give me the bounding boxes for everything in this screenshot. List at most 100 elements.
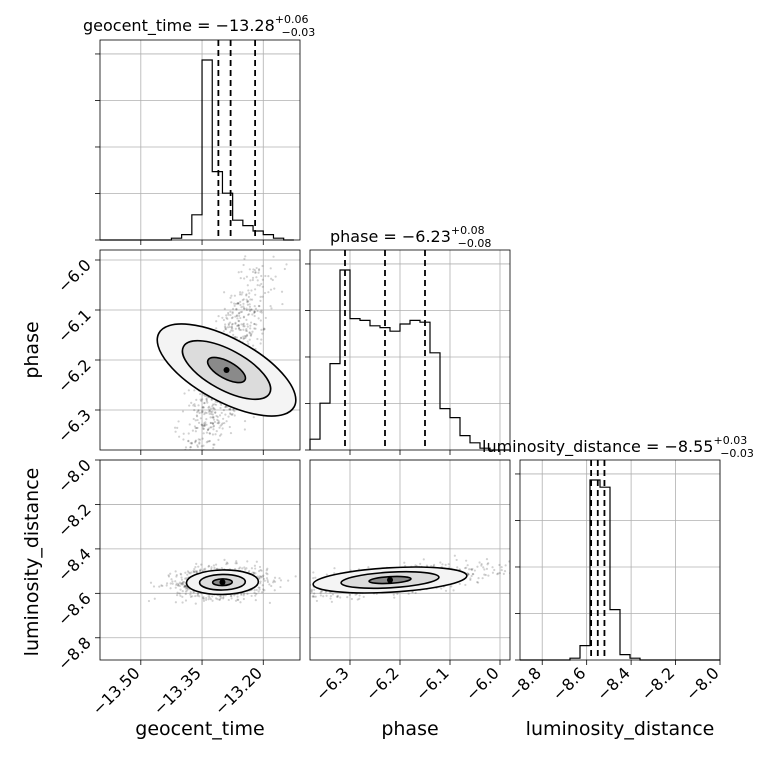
sample-point xyxy=(288,599,290,601)
sample-point xyxy=(203,424,206,427)
sample-point xyxy=(256,279,259,282)
sample-point xyxy=(208,408,211,411)
sample-point xyxy=(297,593,299,595)
sample-point xyxy=(194,427,197,430)
sample-point xyxy=(228,331,232,334)
sample-point xyxy=(240,336,243,339)
sample-point xyxy=(205,423,208,426)
sample-point xyxy=(348,593,351,597)
sample-point xyxy=(486,563,489,566)
sample-point xyxy=(178,581,182,584)
sample-point xyxy=(243,334,247,338)
sample-point xyxy=(209,598,212,601)
sample-point xyxy=(201,406,204,409)
sample-point xyxy=(189,593,192,596)
sample-point xyxy=(160,584,163,587)
sample-point xyxy=(180,578,184,581)
sample-point xyxy=(202,427,205,431)
sample-point xyxy=(537,564,539,566)
sample-point xyxy=(206,428,210,431)
sample-point xyxy=(273,580,277,583)
sample-point xyxy=(269,304,272,308)
sample-point xyxy=(242,302,245,305)
sample-point xyxy=(200,423,203,427)
sample-point xyxy=(264,274,267,278)
sample-point xyxy=(483,568,486,571)
sample-point xyxy=(183,462,185,464)
sample-point xyxy=(209,421,212,424)
sample-point xyxy=(297,584,299,586)
sample-point xyxy=(218,414,222,417)
sample-point xyxy=(187,389,190,392)
sample-point xyxy=(203,402,206,405)
sample-point xyxy=(205,457,207,459)
sample-point xyxy=(224,326,227,329)
sample-point xyxy=(253,310,256,314)
sample-point xyxy=(269,288,273,291)
sample-point xyxy=(278,577,281,580)
sample-point xyxy=(170,578,173,581)
sample-point xyxy=(179,588,182,591)
sample-point xyxy=(268,583,271,586)
sample-point xyxy=(192,569,195,573)
sample-point xyxy=(186,587,189,590)
sample-point xyxy=(243,428,246,431)
sample-point xyxy=(209,426,212,429)
sample-point xyxy=(257,586,260,589)
ytick-label-luminosity-distance: −8.0 xyxy=(54,455,95,496)
sample-point xyxy=(314,595,317,598)
sample-point xyxy=(202,423,205,427)
sample-point xyxy=(233,336,237,339)
xlabel-luminosity-distance: luminosity_distance xyxy=(526,718,715,740)
sample-point xyxy=(206,401,209,404)
sample-point xyxy=(242,298,245,301)
sample-point xyxy=(248,303,251,306)
sample-point xyxy=(220,411,223,415)
sample-point xyxy=(252,344,255,347)
sample-point xyxy=(476,581,479,584)
sample-point xyxy=(169,587,172,590)
sample-point xyxy=(249,334,253,337)
sample-point xyxy=(238,566,242,569)
sample-point xyxy=(249,308,253,311)
sample-point xyxy=(238,328,241,331)
sample-point xyxy=(358,594,361,597)
sample-point xyxy=(245,298,248,301)
sample-point xyxy=(225,561,228,564)
sample-point xyxy=(491,571,495,574)
sample-point xyxy=(466,564,469,567)
sample-point xyxy=(234,321,237,324)
sample-point xyxy=(201,409,204,412)
sample-point xyxy=(216,421,219,425)
sample-point xyxy=(221,422,224,425)
sample-point xyxy=(177,420,180,423)
sample-point xyxy=(193,409,196,412)
sample-point xyxy=(236,302,239,305)
sample-point xyxy=(259,342,262,345)
sample-point xyxy=(258,284,261,287)
sample-point xyxy=(212,425,215,428)
sample-point xyxy=(473,569,476,572)
sample-point xyxy=(176,426,179,429)
sample-point xyxy=(186,589,189,592)
sample-point xyxy=(450,585,453,588)
sample-point xyxy=(227,311,230,315)
sample-point xyxy=(174,601,177,604)
sample-point xyxy=(250,332,253,335)
sample-point xyxy=(236,324,239,327)
sample-point xyxy=(259,575,263,578)
sample-point xyxy=(218,426,221,429)
sample-point xyxy=(238,314,241,318)
sample-point xyxy=(336,595,339,598)
sample-point xyxy=(233,414,236,417)
sample-point xyxy=(223,558,226,561)
sample-point xyxy=(207,595,210,598)
sample-point xyxy=(199,417,202,420)
sample-point xyxy=(265,577,269,580)
sample-point xyxy=(425,564,429,567)
sample-point xyxy=(403,561,406,564)
sample-point xyxy=(234,315,237,318)
sample-point xyxy=(452,589,455,592)
sample-point xyxy=(224,405,227,409)
